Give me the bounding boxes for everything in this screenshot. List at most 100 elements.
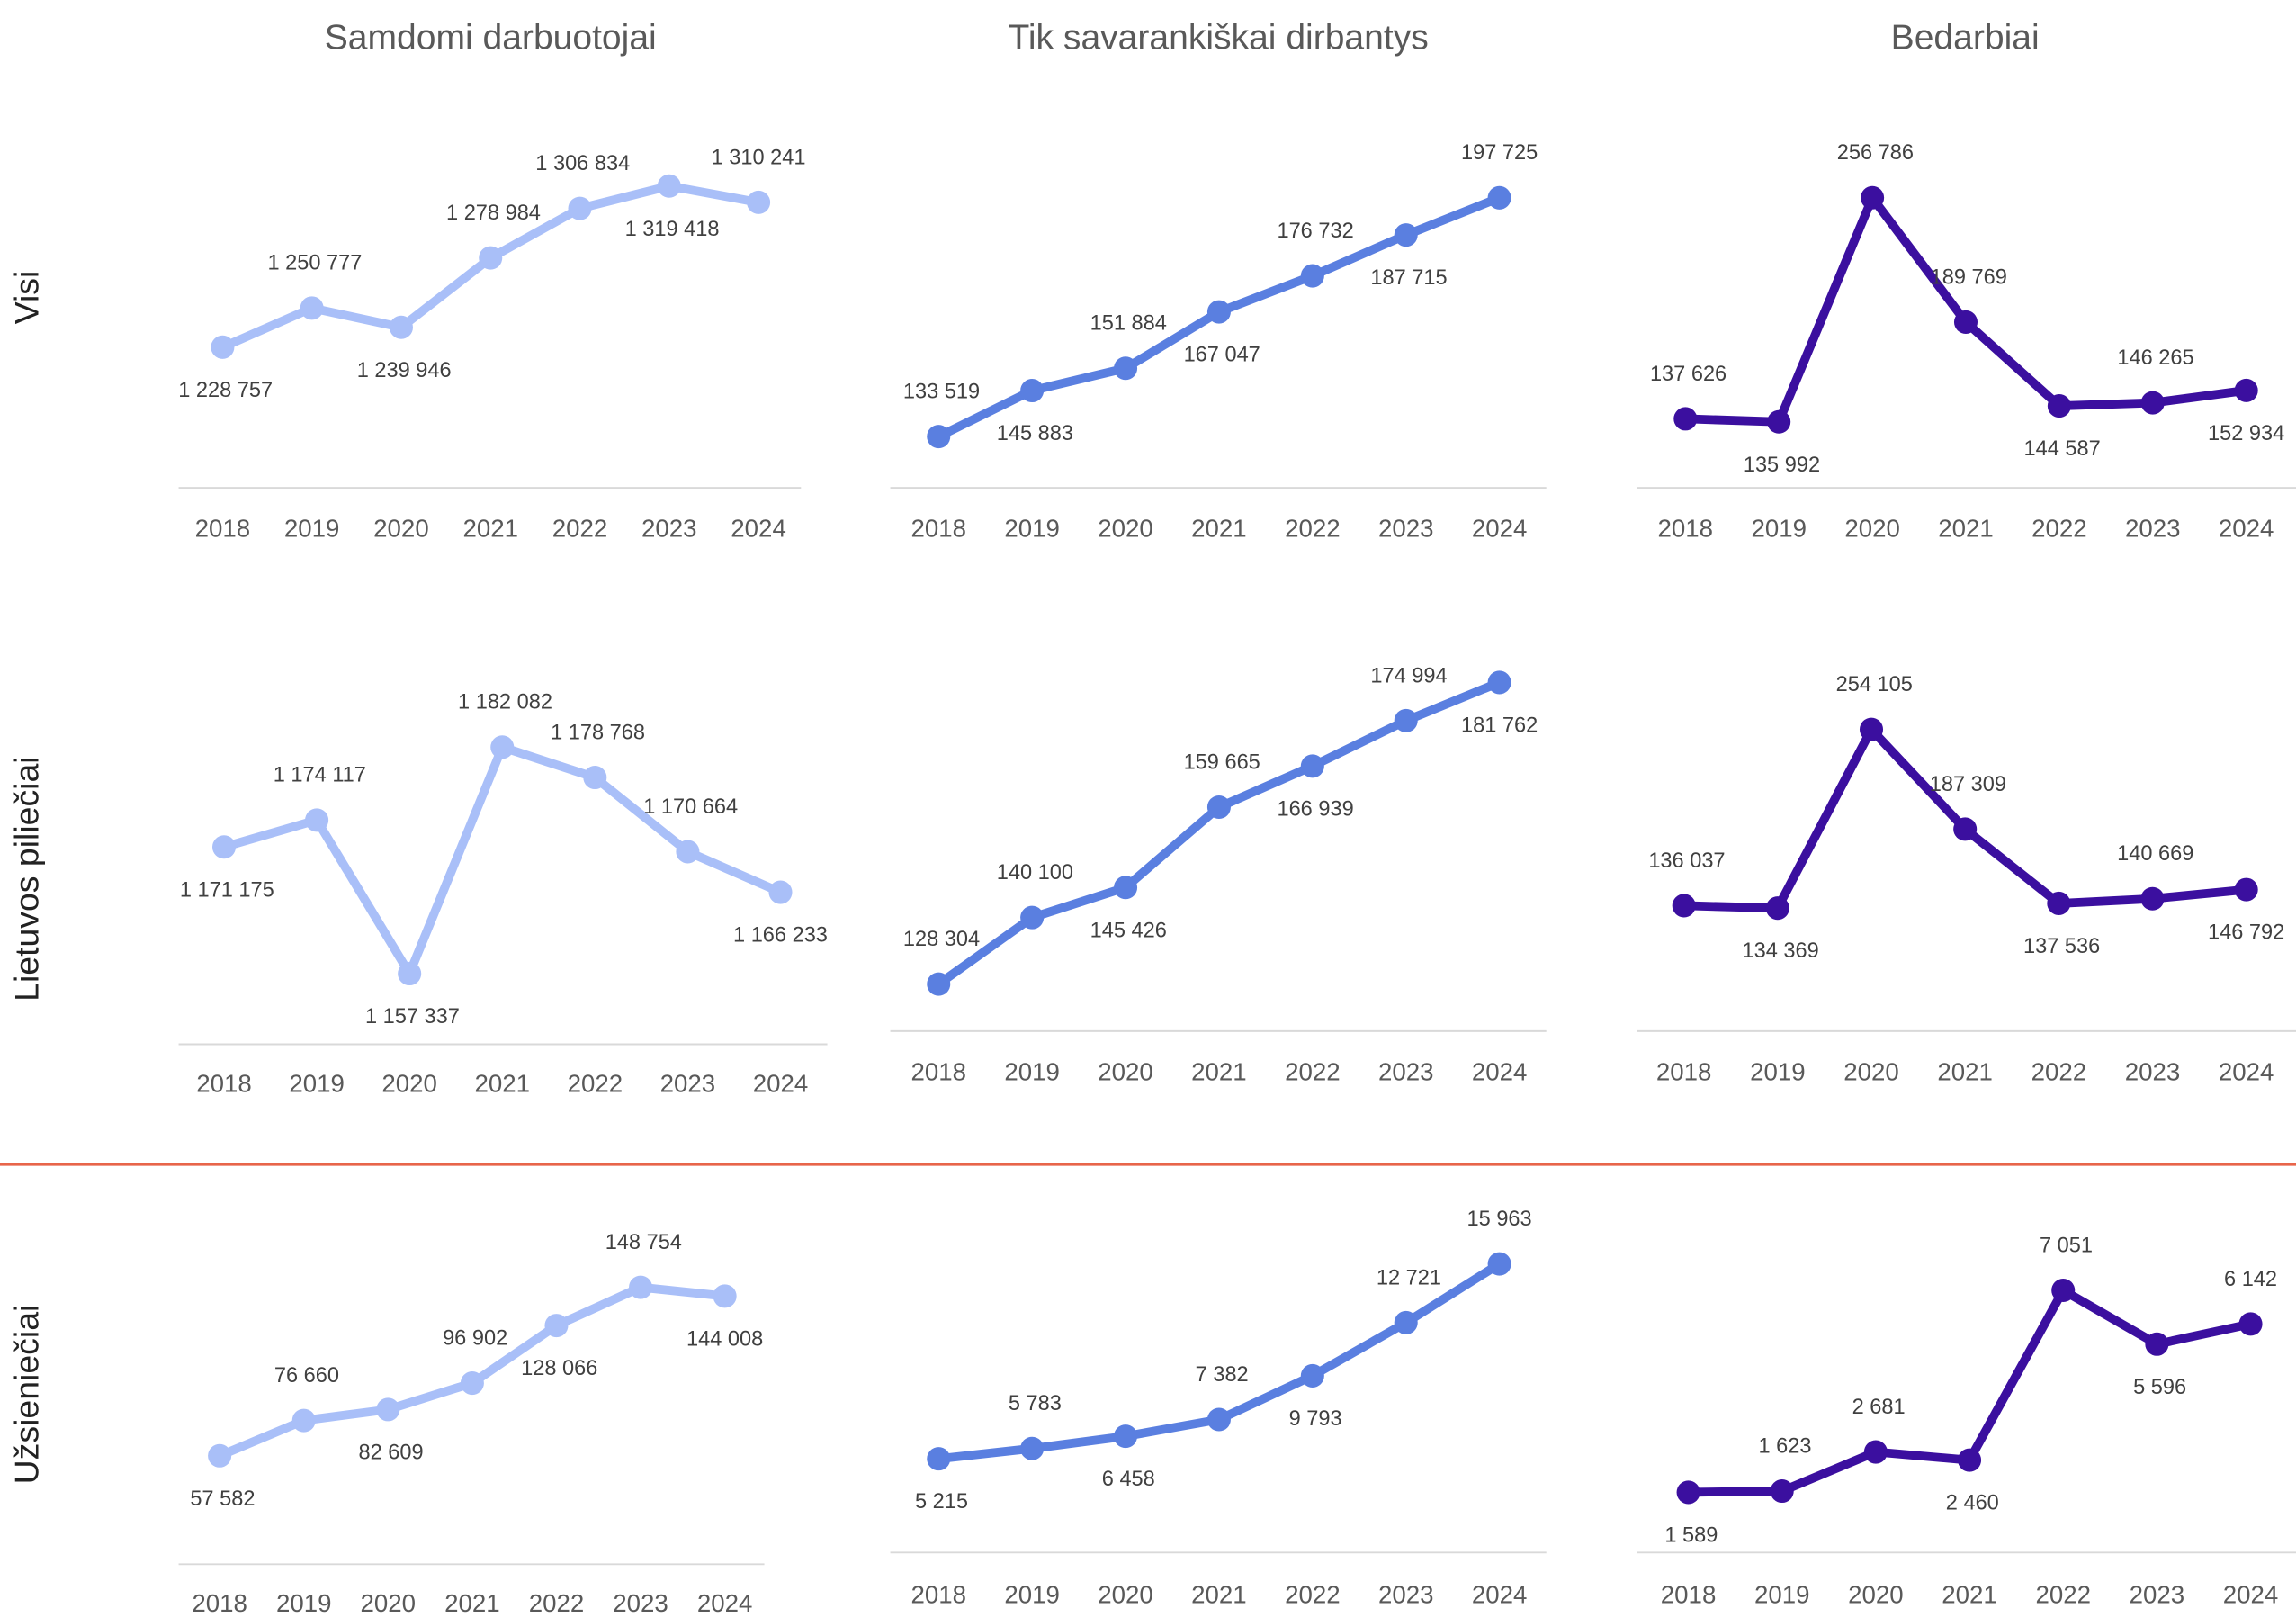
point: [490, 735, 515, 759]
point: [1672, 894, 1696, 918]
column-title: Tik savarankiškai dirbantys: [1008, 18, 1428, 57]
data-label: 6 458: [1102, 1467, 1155, 1490]
point: [629, 1275, 653, 1299]
point: [1765, 896, 1789, 921]
x-tick-label: 2023: [1378, 1580, 1434, 1608]
x-tick-label: 2021: [1938, 515, 1994, 543]
data-label: 1 182 082: [458, 690, 552, 714]
point: [1020, 379, 1045, 403]
point: [2234, 378, 2258, 402]
data-label: 187 309: [1930, 772, 2006, 795]
x-tick-label: 2021: [1191, 1057, 1247, 1085]
x-tick-label: 2023: [660, 1069, 716, 1097]
point: [1487, 185, 1511, 210]
x-tick-label: 2023: [1378, 1057, 1434, 1085]
data-label: 146 265: [2117, 346, 2193, 369]
data-label: 1 623: [1758, 1433, 1811, 1457]
x-tick-label: 2024: [2219, 515, 2274, 543]
data-label: 146 792: [2208, 921, 2284, 944]
data-label: 1 278 984: [446, 201, 541, 224]
data-label: 166 939: [1277, 796, 1353, 820]
data-label: 137 626: [1650, 362, 1726, 385]
point: [583, 766, 607, 790]
x-tick-label: 2020: [373, 515, 429, 543]
x-tick-label: 2020: [1098, 1580, 1153, 1608]
x-tick-label: 2022: [2031, 1057, 2087, 1085]
point: [1676, 1480, 1700, 1505]
point: [305, 808, 329, 832]
point: [1300, 754, 1324, 778]
point: [2238, 1312, 2263, 1336]
x-tick-label: 2021: [1191, 1580, 1247, 1608]
x-tick-label: 2023: [641, 515, 697, 543]
data-label: 5 596: [2133, 1375, 2186, 1398]
point: [2140, 886, 2165, 911]
x-tick-label: 2024: [731, 515, 786, 543]
point: [927, 972, 951, 996]
x-tick-label: 2022: [1285, 1057, 1341, 1085]
data-label: 5 215: [915, 1489, 968, 1513]
data-label: 176 732: [1277, 219, 1353, 242]
data-label: 12 721: [1377, 1265, 1441, 1289]
data-label: 1 178 768: [551, 720, 645, 743]
x-tick-label: 2020: [1843, 1057, 1899, 1085]
x-tick-label: 2024: [1472, 1580, 1528, 1608]
data-label: 151 884: [1090, 311, 1167, 335]
x-tick-label: 2019: [276, 1589, 332, 1617]
data-label: 145 883: [997, 421, 1073, 445]
row-label: Užsieniečiai: [7, 1305, 45, 1485]
data-label: 1 250 777: [267, 251, 362, 274]
x-tick-label: 2021: [1942, 1580, 1997, 1608]
point: [1770, 1479, 1794, 1504]
point: [1859, 717, 1884, 741]
data-label: 1 310 241: [712, 145, 806, 168]
x-tick-label: 2022: [1285, 515, 1341, 543]
point: [1114, 876, 1138, 900]
data-label: 134 369: [1742, 939, 1818, 962]
x-tick-label: 2018: [910, 1580, 966, 1608]
x-tick-label: 2023: [2130, 1580, 2185, 1608]
data-label: 1 170 664: [643, 795, 738, 818]
point: [1114, 356, 1138, 381]
x-tick-label: 2018: [192, 1589, 247, 1617]
point: [208, 1443, 232, 1468]
row-label: Lietuvos piliečiai: [7, 756, 45, 1001]
x-tick-label: 2023: [2125, 515, 2181, 543]
data-label: 152 934: [2208, 421, 2284, 445]
point: [1206, 795, 1231, 820]
data-label: 15 963: [1467, 1207, 1532, 1230]
x-tick-label: 2020: [361, 1589, 417, 1617]
data-label: 1 157 337: [365, 1004, 460, 1028]
data-label: 1 166 233: [733, 923, 828, 947]
point: [1394, 708, 1418, 732]
data-label: 6 142: [2224, 1267, 2277, 1290]
point: [398, 962, 422, 986]
x-tick-label: 2019: [289, 1069, 345, 1097]
point: [1861, 185, 1885, 210]
point: [1394, 223, 1418, 247]
point: [291, 1408, 316, 1433]
point: [2145, 1332, 2169, 1356]
data-label: 7 051: [2040, 1233, 2093, 1256]
data-label: 144 008: [686, 1326, 763, 1350]
x-tick-label: 2023: [613, 1589, 668, 1617]
point: [211, 335, 235, 359]
x-tick-label: 2019: [284, 515, 340, 543]
data-label: 136 037: [1648, 849, 1725, 872]
data-label: 96 902: [443, 1325, 507, 1349]
data-label: 128 066: [521, 1356, 597, 1379]
x-tick-label: 2018: [910, 1057, 966, 1085]
point: [1394, 1310, 1418, 1334]
data-label: 181 762: [1461, 713, 1538, 736]
x-tick-label: 2018: [1661, 1580, 1717, 1608]
point: [544, 1314, 569, 1338]
x-tick-label: 2020: [381, 1069, 437, 1097]
point: [1206, 300, 1231, 324]
point: [676, 840, 700, 864]
data-label: 1 319 418: [625, 217, 720, 240]
data-label: 144 587: [2024, 436, 2101, 460]
point: [479, 246, 503, 270]
point: [1958, 1448, 1982, 1472]
point: [211, 835, 237, 859]
point: [1863, 1440, 1888, 1464]
